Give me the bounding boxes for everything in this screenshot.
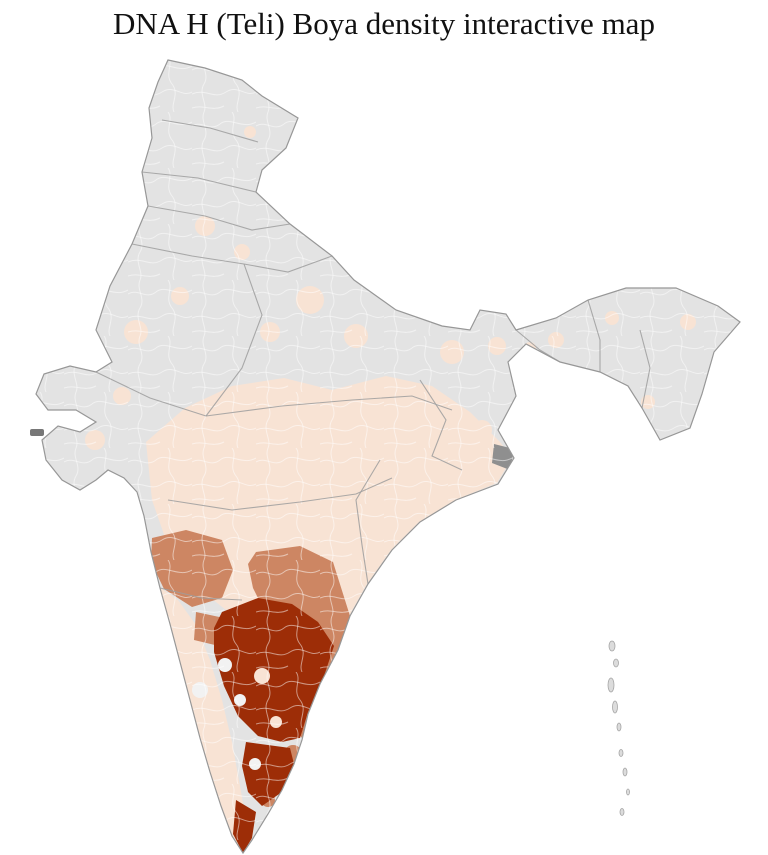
district-borders-texture — [36, 60, 740, 853]
island[interactable] — [612, 700, 618, 714]
state-borders — [95, 119, 651, 601]
island[interactable] — [608, 640, 616, 652]
choropleth-layer — [36, 60, 740, 853]
coast-fragment — [30, 429, 44, 436]
island[interactable] — [619, 808, 625, 816]
andaman-nicobar-islands[interactable] — [607, 640, 630, 816]
island[interactable] — [616, 722, 622, 732]
island[interactable] — [622, 767, 628, 777]
island[interactable] — [626, 788, 630, 796]
island[interactable] — [618, 749, 624, 757]
island[interactable] — [607, 677, 615, 693]
page-title: DNA H (Teli) Boya density interactive ma… — [113, 6, 655, 41]
island[interactable] — [613, 658, 619, 668]
